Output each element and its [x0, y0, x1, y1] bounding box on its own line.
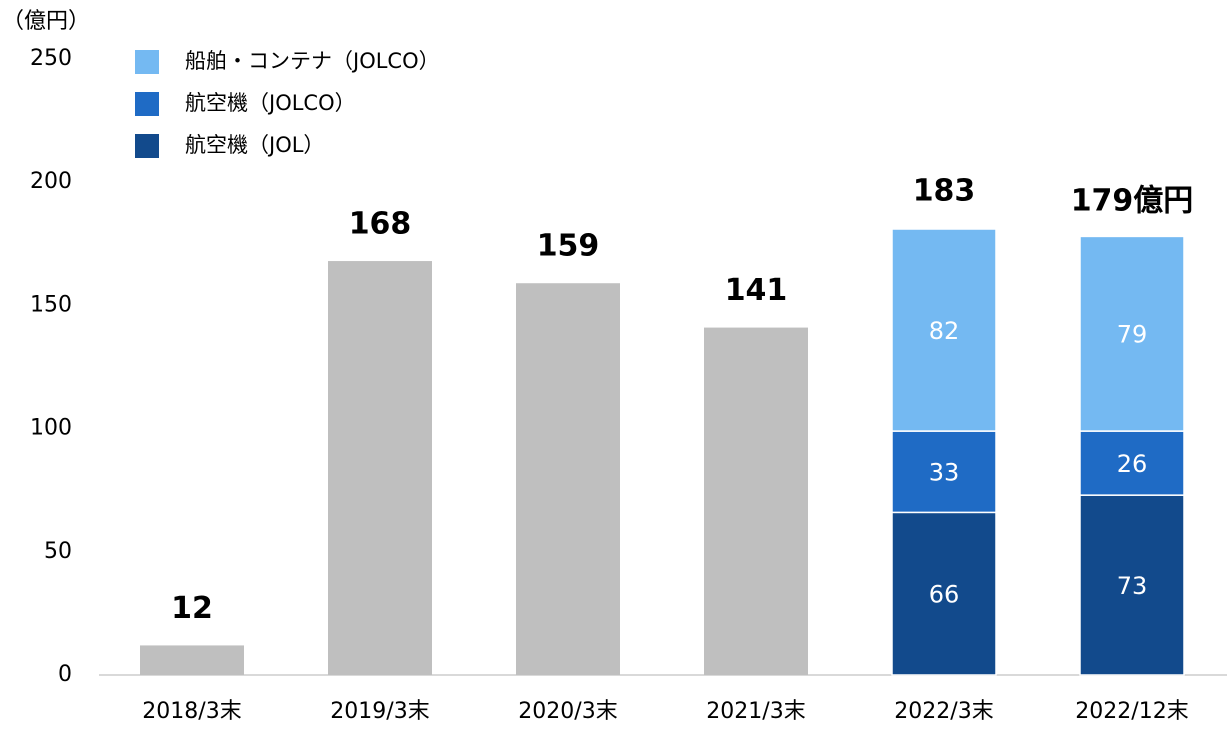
legend-swatch: [135, 134, 159, 158]
y-tick-label: 200: [30, 169, 72, 194]
data-label: 12: [171, 591, 213, 626]
x-tick-label: 2018/3末: [142, 699, 241, 724]
y-tick-label: 150: [30, 292, 72, 317]
total-label: 183: [913, 174, 976, 209]
stack-segment: [1079, 430, 1185, 496]
legend-swatch: [135, 50, 159, 74]
x-tick-label: 2019/3末: [330, 699, 429, 724]
data-label: 168: [349, 207, 412, 242]
x-tick-label: 2021/3末: [706, 699, 805, 724]
bar: [328, 261, 432, 675]
legend-label: 船舶・コンテナ（JOLCO）: [185, 49, 440, 73]
legend-swatch: [135, 92, 159, 116]
segment-label: 26: [1117, 450, 1148, 478]
legend-label: 航空機（JOL）: [185, 133, 324, 157]
x-tick-label: 2022/3末: [894, 699, 993, 724]
data-label: 141: [725, 273, 788, 308]
y-tick-label: 100: [30, 416, 72, 441]
segment-label: 33: [929, 459, 960, 487]
segment-label: 66: [929, 581, 960, 609]
x-tick-label: 2020/3末: [518, 699, 617, 724]
x-tick-label: 2022/12末: [1075, 699, 1188, 724]
stack-segment: [891, 430, 997, 514]
data-label: 159: [537, 229, 600, 264]
segment-label: 82: [929, 317, 960, 345]
y-tick-label: 250: [30, 46, 72, 71]
segment-label: 79: [1117, 321, 1148, 349]
stack-segment: [891, 511, 997, 676]
stack-segment: [1079, 235, 1185, 432]
y-tick-label: 0: [58, 662, 72, 687]
stack-segment: [1079, 494, 1185, 676]
bar: [516, 283, 620, 675]
stack-segment: [891, 228, 997, 432]
segment-label: 73: [1117, 572, 1148, 600]
bar: [140, 645, 244, 675]
y-axis-unit: （億円）: [2, 9, 90, 34]
y-tick-label: 50: [44, 539, 72, 564]
total-label: 179億円: [1071, 183, 1194, 218]
bar: [704, 327, 808, 675]
legend-label: 航空機（JOLCO）: [185, 91, 356, 115]
